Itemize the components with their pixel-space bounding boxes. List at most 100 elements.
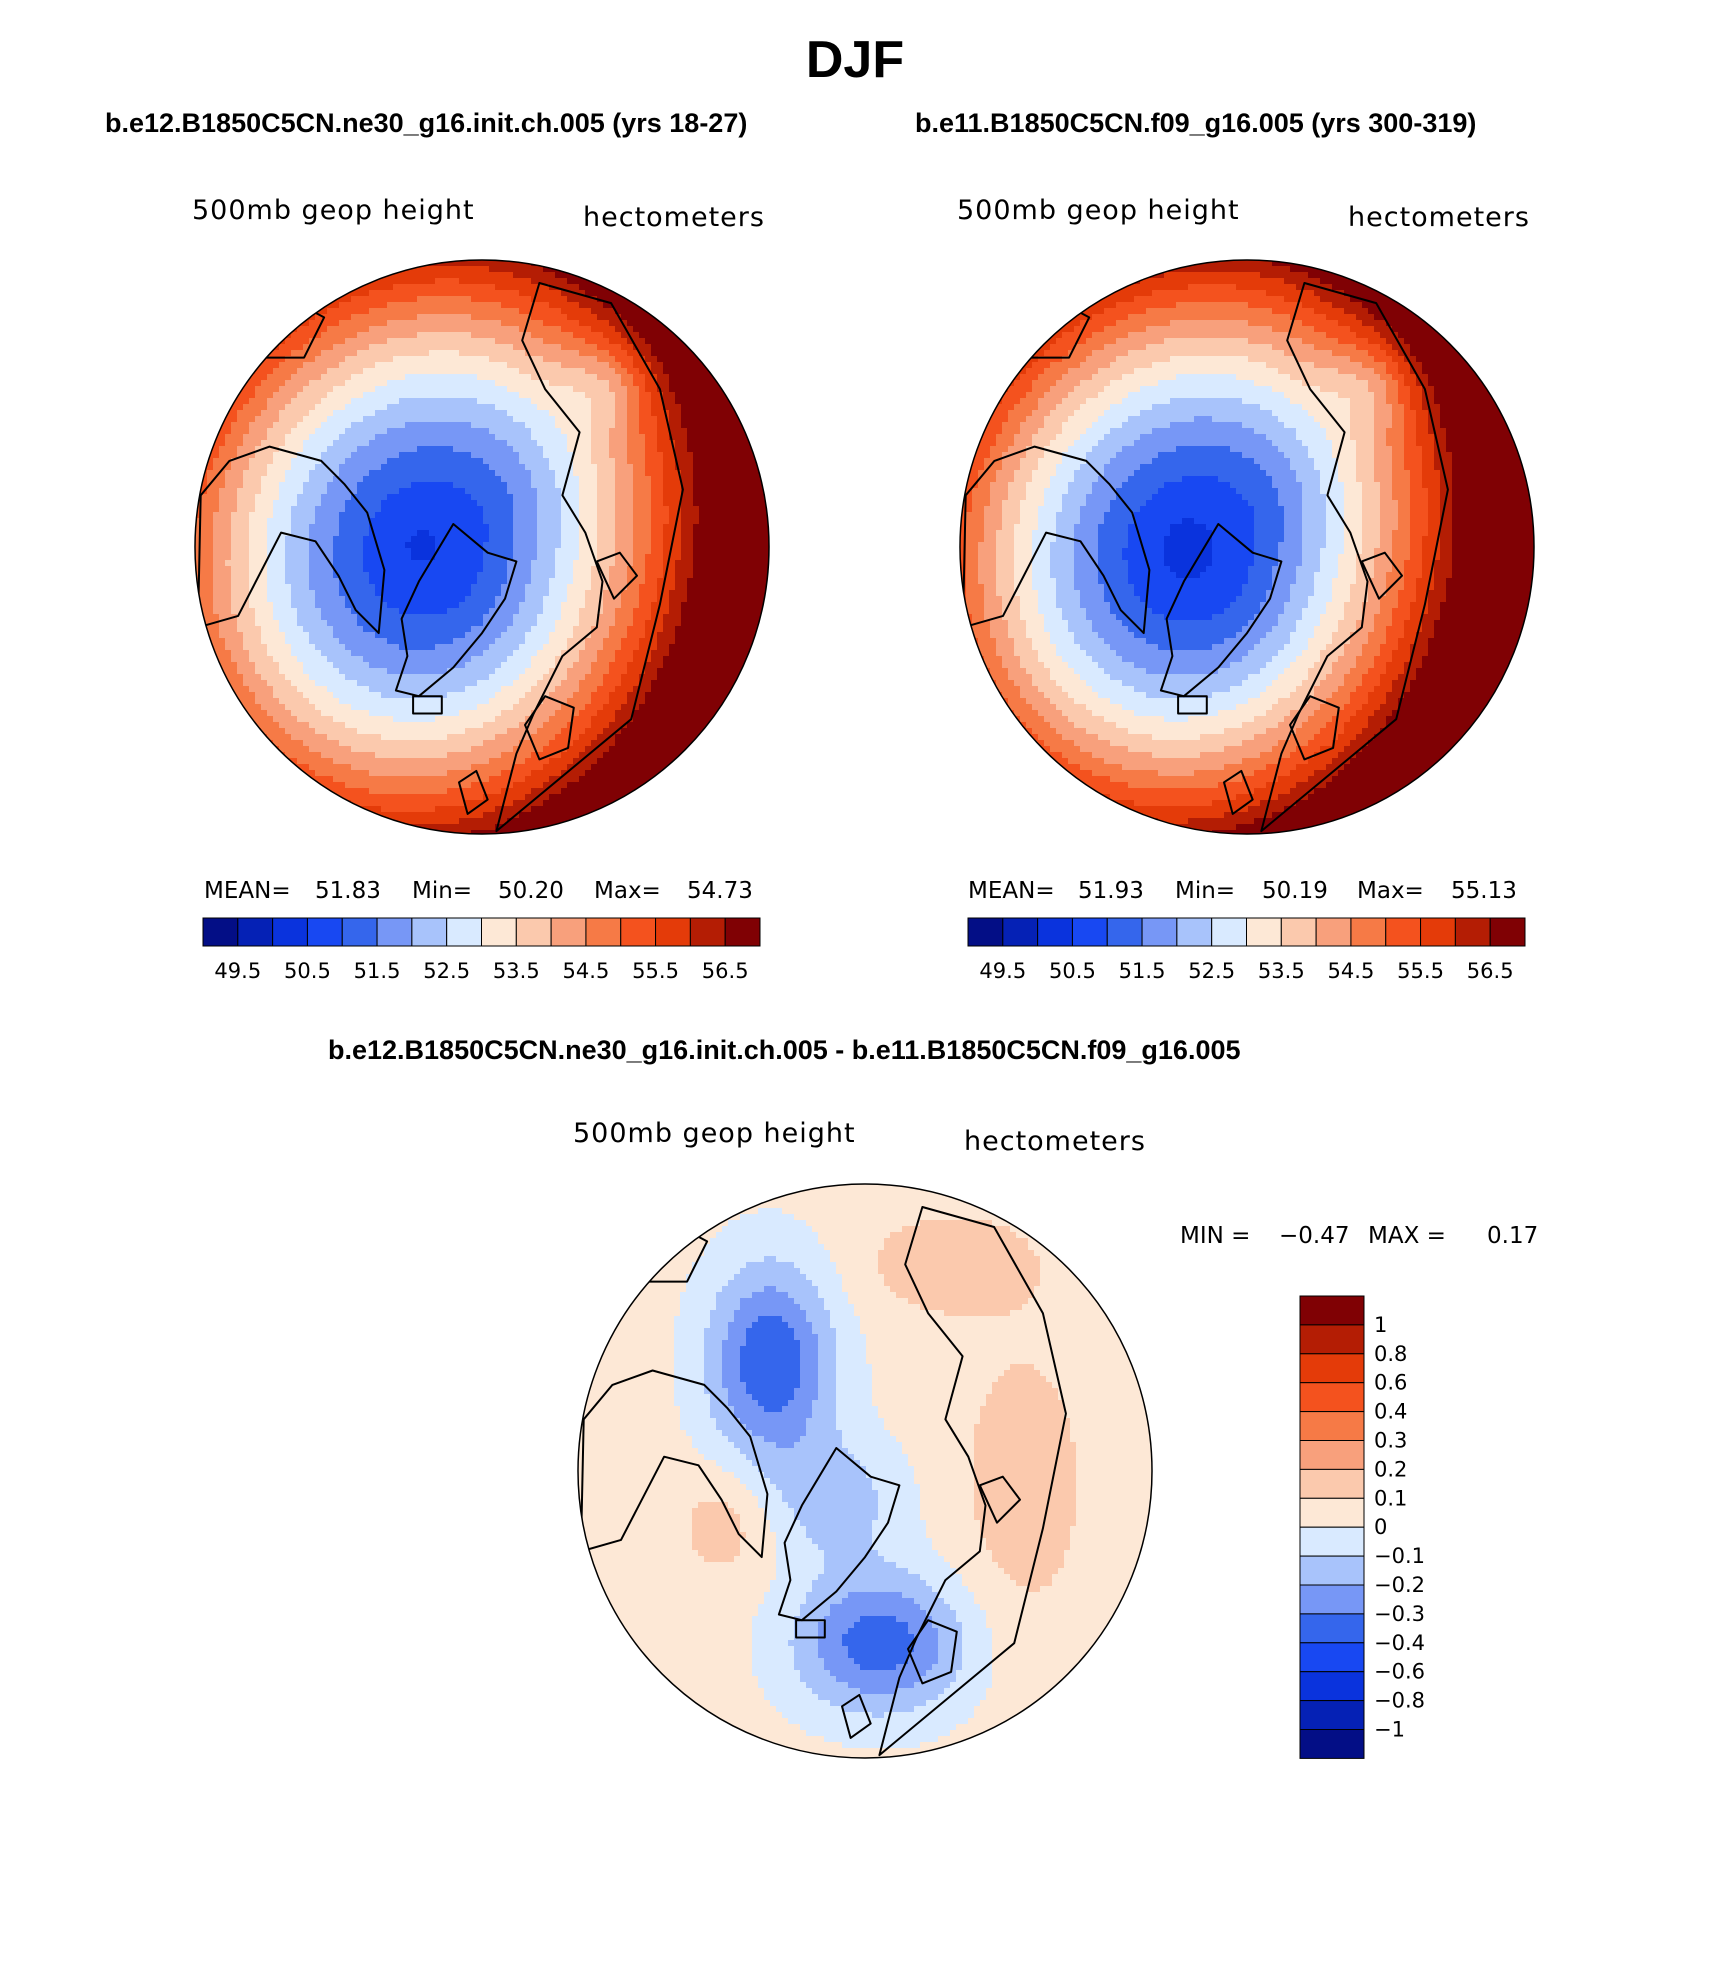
map-cell	[345, 608, 352, 615]
map-cell	[375, 290, 382, 297]
map-cell	[663, 344, 670, 351]
map-cell	[219, 608, 226, 615]
map-cell	[735, 596, 742, 603]
map-cell	[231, 530, 238, 537]
map-cell	[519, 572, 526, 579]
map-cell	[255, 416, 262, 423]
map-cell	[411, 434, 418, 441]
map-cell	[291, 344, 298, 351]
map-cell	[699, 392, 706, 399]
map-cell	[201, 584, 208, 591]
map-cell	[591, 572, 598, 579]
map-cell	[369, 392, 376, 399]
map-cell	[681, 404, 688, 411]
map-cell	[561, 368, 568, 375]
map-cell	[453, 428, 460, 435]
map-cell	[633, 614, 640, 621]
map-cell	[639, 524, 646, 531]
map-cell	[699, 434, 706, 441]
map-cell	[741, 488, 748, 495]
map-cell	[513, 578, 520, 585]
map-cell	[363, 608, 370, 615]
map-cell	[435, 284, 442, 291]
map-cell	[291, 608, 298, 615]
map-cell	[555, 380, 562, 387]
map-cell	[327, 404, 334, 411]
map-cell	[561, 548, 568, 555]
map-cell	[477, 494, 484, 501]
map-cell	[519, 428, 526, 435]
map-cell	[327, 338, 334, 345]
map-cell	[699, 614, 706, 621]
map-cell	[681, 548, 688, 555]
map-cell	[675, 536, 682, 543]
map-cell	[447, 596, 454, 603]
map-cell	[327, 428, 334, 435]
map-cell	[639, 554, 646, 561]
map-cell	[435, 518, 442, 525]
map-cell	[351, 536, 358, 543]
map-cell	[609, 542, 616, 549]
map-cell	[375, 470, 382, 477]
map-cell	[627, 434, 634, 441]
map-cell	[291, 458, 298, 465]
map-cell	[693, 488, 700, 495]
map-cell	[513, 338, 520, 345]
map-cell	[603, 332, 610, 339]
map-cell	[237, 428, 244, 435]
map-cell	[537, 428, 544, 435]
map-cell	[621, 356, 628, 363]
map-cell	[717, 392, 724, 399]
map-cell	[243, 398, 250, 405]
map-cell	[297, 398, 304, 405]
map-cell	[321, 488, 328, 495]
map-cell	[201, 500, 208, 507]
map-cell	[345, 530, 352, 537]
map-cell	[321, 512, 328, 519]
map-cell	[609, 560, 616, 567]
map-cell	[411, 290, 418, 297]
map-cell	[441, 410, 448, 417]
map-cell	[195, 506, 202, 513]
map-cell	[531, 326, 538, 333]
map-cell	[615, 338, 622, 345]
map-cell	[357, 482, 364, 489]
map-cell	[531, 566, 538, 573]
map-cell	[561, 566, 568, 573]
map-cell	[579, 314, 586, 321]
map-cell	[579, 308, 586, 315]
map-cell	[411, 338, 418, 345]
map-cell	[477, 620, 484, 627]
map-cell	[321, 350, 328, 357]
map-cell	[591, 602, 598, 609]
map-cell	[501, 404, 508, 411]
map-cell	[573, 320, 580, 327]
map-cell	[519, 578, 526, 585]
map-cell	[393, 614, 400, 621]
map-cell	[723, 410, 730, 417]
map-cell	[387, 614, 394, 621]
map-cell	[477, 416, 484, 423]
map-cell	[735, 578, 742, 585]
map-cell	[537, 560, 544, 567]
map-cell	[711, 584, 718, 591]
map-cell	[327, 356, 334, 363]
map-cell	[417, 470, 424, 477]
map-cell	[537, 620, 544, 627]
map-cell	[369, 446, 376, 453]
map-cell	[435, 470, 442, 477]
map-cell	[393, 482, 400, 489]
map-cell	[537, 272, 544, 279]
map-cell	[309, 578, 316, 585]
map-cell	[207, 596, 214, 603]
map-cell	[525, 344, 532, 351]
map-cell	[711, 542, 718, 549]
map-cell	[315, 560, 322, 567]
map-cell	[549, 326, 556, 333]
map-cell	[495, 308, 502, 315]
map-cell	[429, 398, 436, 405]
map-cell	[333, 512, 340, 519]
map-cell	[441, 548, 448, 555]
map-cell	[465, 422, 472, 429]
